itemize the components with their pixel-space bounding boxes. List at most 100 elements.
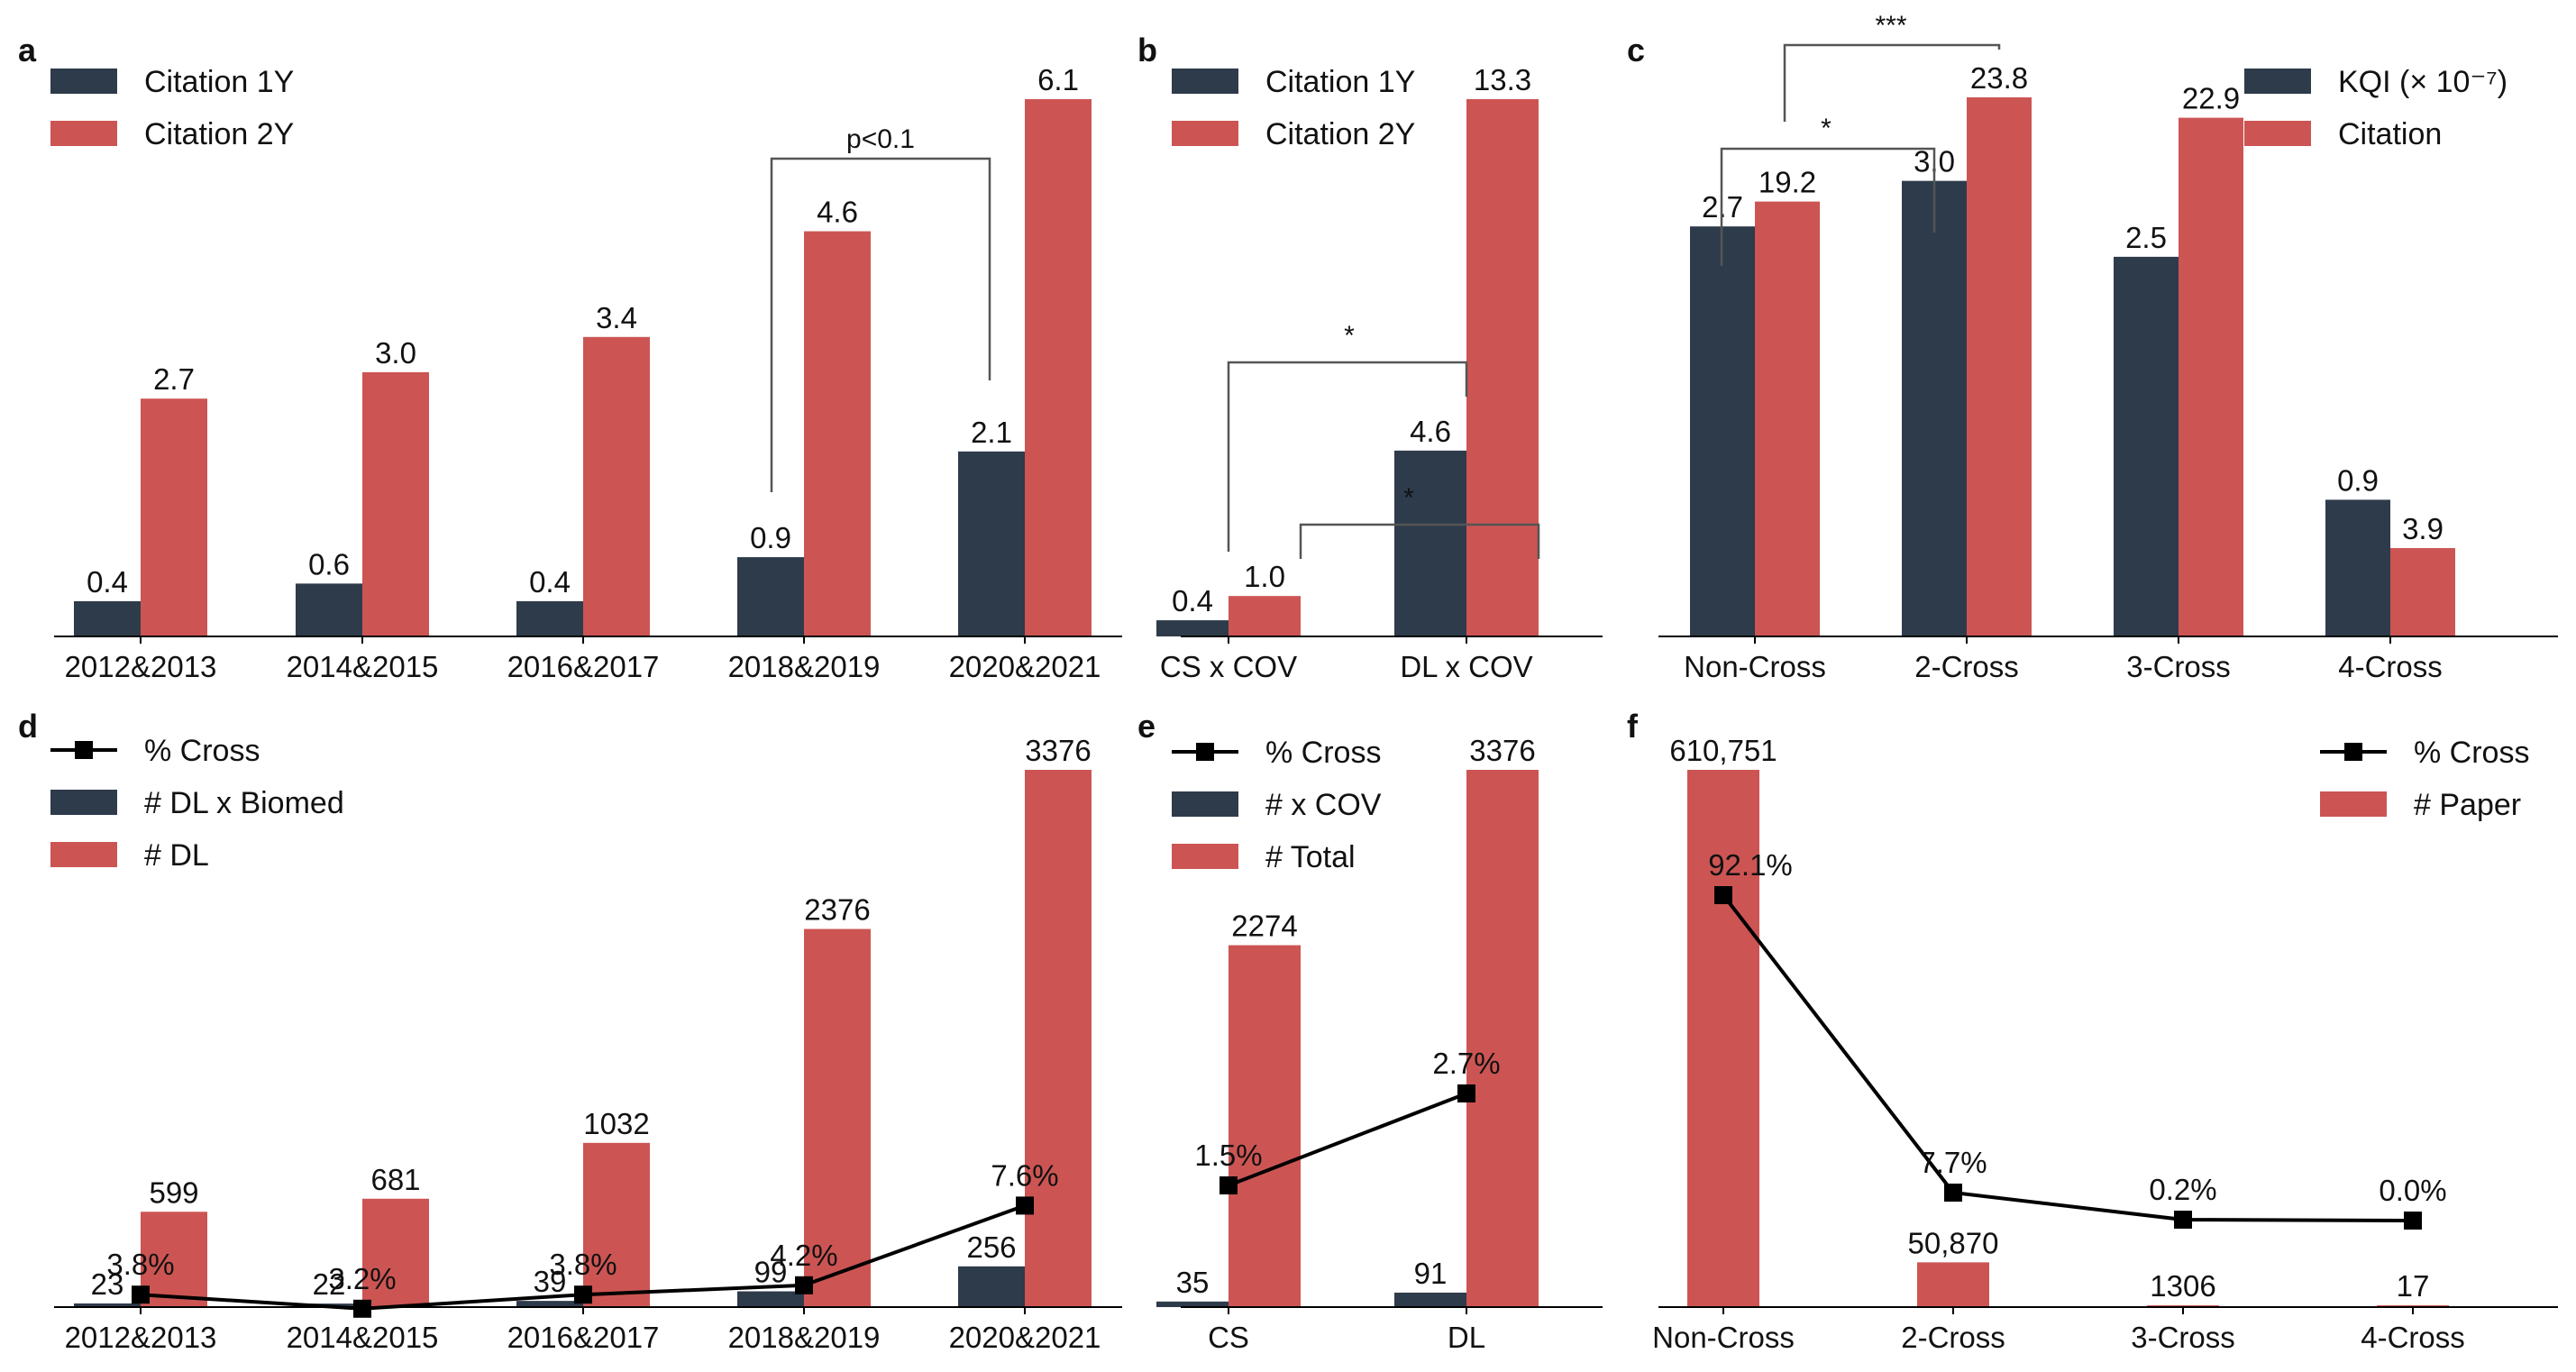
panel-label-e: e <box>1137 708 1156 745</box>
cross-marker-d-2 <box>574 1285 592 1304</box>
bar-d--dl-x-biomed-0 <box>74 1303 141 1307</box>
x-tick-label-f-0: Non-Cross <box>1652 1321 1795 1354</box>
cross-label-f-2: 0.2% <box>2149 1173 2216 1206</box>
data-label-a-1-1: 3.0 <box>375 336 416 370</box>
x-tick-label-a-1: 2014&2015 <box>287 650 439 683</box>
data-label-d-1-4: 3376 <box>1025 734 1091 767</box>
data-label-b-1-0: 1.0 <box>1244 560 1285 593</box>
x-tick-label-a-2: 2016&2017 <box>507 650 660 683</box>
legend-swatch-d-2 <box>50 842 117 867</box>
data-label-f-0-3: 17 <box>2397 1269 2430 1303</box>
panel-label-f: f <box>1627 708 1639 745</box>
legend-label-e-0: % Cross <box>1265 736 1381 770</box>
x-tick-label-a-4: 2020&2021 <box>949 650 1101 683</box>
sig-bracket-c-1 <box>1783 43 2001 122</box>
legend-marker-e-0 <box>1196 743 1214 761</box>
legend-swatch-b-0 <box>1172 69 1238 94</box>
sig-bracket-b-1 <box>1299 523 1540 559</box>
bar-b-citation-1y-1 <box>1394 450 1466 636</box>
data-label-d-0-1: 22 <box>313 1267 346 1301</box>
legend-swatch-a-0 <box>50 69 117 94</box>
data-label-d-1-1: 681 <box>370 1163 420 1196</box>
x-tick-label-c-0: Non-Cross <box>1684 650 1826 683</box>
x-tick-label-c-1: 2-Cross <box>1914 650 2019 683</box>
x-tick-label-b-0: CS x COV <box>1160 650 1297 683</box>
bar-a-citation-2y-3 <box>804 231 871 636</box>
data-label-a-0-2: 0.4 <box>529 565 571 599</box>
panel-f: f 610,751 50,870 1306 17 Non-Cross 2-Cross 3-Cr… <box>1627 708 2558 1354</box>
legend-label-f-0: % Cross <box>2414 736 2529 770</box>
cross-label-f-3: 0.0% <box>2379 1174 2446 1207</box>
sig-bracket-c-0 <box>1720 147 1936 266</box>
legend-swatch-e-2 <box>1172 844 1238 869</box>
legend-label-e-2: # Total <box>1265 840 1356 874</box>
bar-b-citation-2y-1 <box>1466 99 1539 636</box>
data-label-d-0-2: 39 <box>534 1265 567 1298</box>
bar-c-kqi-2 <box>2114 256 2179 636</box>
bar-a-citation-1y-1 <box>296 583 362 636</box>
data-label-c-0-2: 2.5 <box>2125 221 2167 254</box>
data-label-f-0-2: 1306 <box>2150 1269 2215 1303</box>
legend-swatch-c-0 <box>2244 69 2311 94</box>
data-label-d-0-0: 23 <box>91 1267 124 1301</box>
data-label-c-1-2: 22.9 <box>2182 82 2240 115</box>
data-label-e-1-1: 3376 <box>1469 734 1535 767</box>
bar-c-citation-3 <box>2390 548 2455 636</box>
data-label-c-1-3: 3.9 <box>2402 512 2444 545</box>
x-tick-label-d-3: 2018&2019 <box>728 1321 881 1354</box>
panel-label-a: a <box>18 32 37 69</box>
data-label-e-0-1: 91 <box>1414 1257 1448 1290</box>
legend-swatch-d-1 <box>50 790 117 815</box>
data-label-a-0-0: 0.4 <box>87 565 128 599</box>
x-tick-label-a-3: 2018&2019 <box>728 650 881 683</box>
cross-label-e-1: 2.7% <box>1432 1047 1500 1080</box>
bar-a-citation-2y-1 <box>362 371 429 636</box>
x-tick-label-f-3: 4-Cross <box>2361 1321 2465 1354</box>
data-label-a-0-4: 2.1 <box>971 416 1012 449</box>
cross-label-f-0: 92.1% <box>1708 848 1793 882</box>
bar-c-kqi-1 <box>1902 180 1967 636</box>
legend-swatch-f-1 <box>2320 791 2387 817</box>
bar-c-kqi-0 <box>1690 226 1755 636</box>
data-label-b-1-1: 13.3 <box>1474 63 1531 96</box>
panel-e: e 35 91 2274 3376 CS DL 1.5% 2.7% % Cross # x COV #… <box>1137 708 1603 1354</box>
x-tick-label-f-1: 2-Cross <box>1901 1321 2005 1354</box>
bar-d--dl-x-biomed-3 <box>737 1291 804 1307</box>
panel-b: b 0.4 4.6 1.0 13.3 CS x COV DL x COV Citation 1… <box>1137 32 1603 683</box>
legend-label-c-1: Citation <box>2338 117 2442 151</box>
cross-marker-e-0 <box>1219 1176 1238 1194</box>
data-label-c-1-1: 23.8 <box>1970 61 2028 95</box>
legend-label-c-0: KQI (× 10⁻⁷) <box>2338 65 2507 99</box>
legend-swatch-c-1 <box>2244 121 2311 146</box>
data-label-a-0-1: 0.6 <box>308 547 350 581</box>
cross-line-e <box>1228 1092 1467 1187</box>
cross-marker-f-3 <box>2404 1212 2422 1230</box>
legend-swatch-a-1 <box>50 121 117 146</box>
cross-marker-e-1 <box>1457 1084 1475 1102</box>
x-tick-label-d-4: 2020&2021 <box>949 1321 1101 1354</box>
legend-swatch-b-1 <box>1172 121 1238 146</box>
sig-label-c-1: *** <box>1875 11 1906 41</box>
bar-a-citation-1y-2 <box>516 600 583 636</box>
x-tick-label-c-3: 4-Cross <box>2338 650 2443 683</box>
bar-c-citation-2 <box>2179 117 2243 636</box>
legend-marker-f-0 <box>2344 743 2362 761</box>
bar-d--dl-x-biomed-4 <box>958 1266 1025 1307</box>
x-tick-label-e-0: CS <box>1208 1321 1249 1354</box>
panel-label-c: c <box>1627 32 1645 69</box>
sig-label-b-0: * <box>1344 321 1355 351</box>
bar-e--x-cov-1 <box>1394 1292 1466 1307</box>
x-tick-label-d-1: 2014&2015 <box>287 1321 439 1354</box>
x-tick-label-c-2: 3-Cross <box>2126 650 2231 683</box>
data-label-d-0-4: 256 <box>966 1230 1016 1264</box>
bar-a-citation-2y-0 <box>141 398 207 636</box>
data-label-a-1-4: 6.1 <box>1037 63 1079 96</box>
sig-label-c-0: * <box>1821 114 1832 143</box>
data-label-f-0-1: 50,870 <box>1908 1226 1999 1259</box>
x-tick-label-f-2: 3-Cross <box>2131 1321 2235 1354</box>
panel-d: d 23 22 39 99 256 599 681 1032 2376 3376 2012&2013 2… <box>18 708 1122 1354</box>
panel-a: a 0.4 0.6 0.4 0.9 2.1 2.7 3.0 3.4 4.6 6.1 2012&2013… <box>18 32 1122 683</box>
bar-d--dl-1 <box>362 1198 429 1307</box>
cross-marker-f-2 <box>2174 1211 2192 1229</box>
